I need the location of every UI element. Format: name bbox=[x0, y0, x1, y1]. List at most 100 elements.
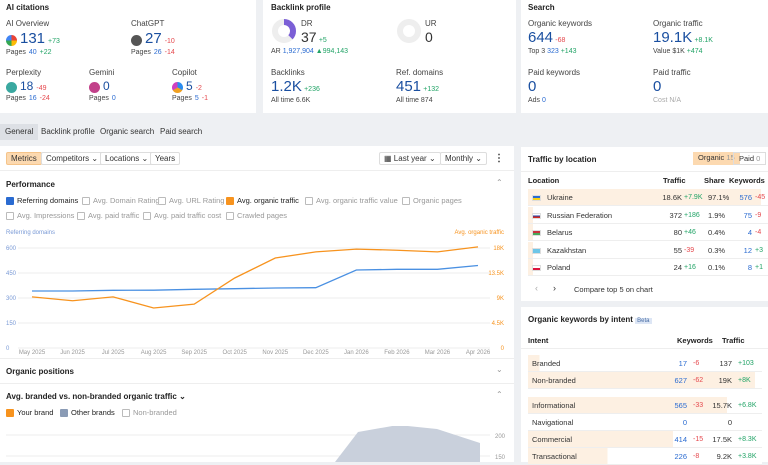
collapse-icon[interactable]: ⌃ bbox=[496, 178, 503, 187]
citation-delta: +73 bbox=[48, 38, 60, 45]
paid-keywords-value[interactable]: 0 bbox=[528, 78, 537, 95]
expand-icon[interactable]: ⌄ bbox=[496, 365, 503, 374]
next-page-icon[interactable]: › bbox=[553, 283, 556, 293]
checkbox[interactable] bbox=[6, 212, 14, 221]
keywords-by-intent-card: Organic keywords by intent Beta Intent K… bbox=[521, 307, 768, 465]
keywords-value: 75 bbox=[743, 210, 752, 220]
ur-label: UR bbox=[425, 19, 437, 28]
brand-option[interactable]: Your brand bbox=[6, 408, 53, 418]
competitors-dropdown[interactable]: Competitors ⌄ bbox=[41, 152, 104, 165]
prev-page-icon[interactable]: ‹ bbox=[535, 283, 538, 293]
location-row[interactable]: Poland 24 +16 0.1% 8 +1 bbox=[528, 259, 768, 276]
organic-traffic-value[interactable]: 19.1K bbox=[653, 29, 693, 46]
intent-keywords-delta: -62 bbox=[693, 377, 704, 384]
calendar-icon: ▦ bbox=[384, 154, 392, 163]
intent-row[interactable]: Transactional 226 -8 9.2K +3.8K bbox=[528, 448, 762, 465]
compare-link[interactable]: Compare top 5 on chart bbox=[574, 285, 653, 294]
metric-option[interactable]: Avg. Impressions bbox=[6, 211, 74, 221]
checkbox[interactable] bbox=[226, 197, 234, 206]
checkbox[interactable] bbox=[122, 409, 130, 418]
citation-source-label: Gemini bbox=[89, 68, 115, 77]
citation-count: 0 bbox=[103, 79, 110, 93]
divider bbox=[0, 170, 514, 171]
ai-citation-gemini[interactable]: Gemini 0 Pages 0 bbox=[89, 68, 169, 102]
checkbox[interactable] bbox=[402, 197, 410, 206]
metric-option[interactable]: Crawled pages bbox=[226, 211, 287, 221]
citation-source-label: ChatGPT bbox=[131, 19, 165, 28]
more-options-icon[interactable]: ⋮ bbox=[494, 153, 504, 164]
years-button[interactable]: Years bbox=[150, 152, 181, 165]
tab-backlink-profile[interactable]: Backlink profile bbox=[41, 127, 95, 136]
checkbox[interactable] bbox=[305, 197, 313, 206]
checkbox[interactable] bbox=[77, 212, 85, 221]
intent-keywords: 414 bbox=[674, 435, 687, 444]
country-name: Ukraine bbox=[547, 193, 573, 202]
checkbox[interactable] bbox=[82, 197, 90, 206]
intent-traffic-delta: +3.8K bbox=[738, 453, 757, 460]
traffic-value: 55 bbox=[673, 245, 682, 255]
intent-keywords-delta: -33 bbox=[693, 402, 704, 409]
paid-traffic-value[interactable]: 0 bbox=[653, 78, 662, 95]
intent-keywords-delta: -6 bbox=[693, 360, 700, 367]
intent-row[interactable]: Non-branded 627 -62 19K +8K bbox=[528, 372, 762, 389]
metric-option[interactable]: Avg. organic traffic value bbox=[305, 196, 398, 206]
metric-option[interactable]: Avg. URL Rating bbox=[158, 196, 224, 206]
country-name: Russian Federation bbox=[547, 210, 613, 220]
metric-option[interactable]: Avg. Domain Rating bbox=[82, 196, 160, 206]
interval-dropdown[interactable]: Monthly ⌄ bbox=[440, 152, 487, 165]
checkbox[interactable] bbox=[143, 212, 151, 221]
locations-dropdown[interactable]: Locations ⌄ bbox=[100, 152, 154, 165]
chevron-down-icon: ⌄ bbox=[428, 154, 436, 163]
x-tick: Jan 2026 bbox=[344, 350, 369, 356]
metrics-button[interactable]: Metrics bbox=[6, 152, 42, 165]
series-line-referring-domains bbox=[32, 264, 479, 292]
checkbox[interactable] bbox=[158, 197, 166, 206]
metric-option[interactable]: Referring domains bbox=[6, 196, 78, 206]
ai-citation-chatgpt[interactable]: ChatGPT 27 -10 Pages 26 -14 bbox=[131, 19, 211, 56]
checkbox[interactable] bbox=[60, 409, 68, 418]
tab-organic-search[interactable]: Organic search bbox=[100, 127, 155, 136]
intent-row[interactable]: Branded 17 -6 137 +103 bbox=[528, 355, 762, 372]
location-row[interactable]: Russian Federation 372 +186 1.9% 75 -9 bbox=[528, 206, 768, 224]
location-row[interactable]: Ukraine 18.6K +7.9K 97.1% 576 -45 bbox=[528, 189, 768, 206]
citation-count: 131 bbox=[20, 30, 46, 47]
checkbox[interactable] bbox=[6, 409, 14, 418]
left-tick: 600 bbox=[6, 246, 17, 252]
ai-citation-copilot[interactable]: Copilot 5 -2 Pages 5 -1 bbox=[172, 68, 252, 102]
keywords-delta: -4 bbox=[755, 229, 762, 236]
refdomains-alltime: 874 bbox=[420, 97, 433, 104]
tab-general[interactable]: General bbox=[0, 124, 39, 140]
checkbox[interactable] bbox=[6, 197, 14, 206]
checkbox[interactable] bbox=[226, 212, 234, 221]
metric-option[interactable]: Avg. paid traffic bbox=[77, 211, 139, 221]
organic-keywords-label: Organic keywords bbox=[528, 19, 593, 28]
traffic-by-location-title: Traffic by location bbox=[528, 155, 597, 164]
backlinks-delta: +236 bbox=[304, 86, 320, 93]
value-label: Value bbox=[653, 48, 671, 55]
intent-row[interactable]: Informational 565 -33 15.7K +6.8K bbox=[528, 397, 762, 414]
ai-citation-perplexity[interactable]: Perplexity 18 -49 Pages 16 -24 bbox=[6, 68, 86, 102]
keywords-delta: +1 bbox=[755, 264, 763, 271]
metric-option[interactable]: Organic pages bbox=[402, 196, 462, 206]
organic-positions-title[interactable]: Organic positions bbox=[6, 367, 75, 376]
branded-title[interactable]: Avg. branded vs. non-branded organic tra… bbox=[6, 392, 186, 401]
organic-keywords-value[interactable]: 644 bbox=[528, 29, 554, 46]
backlinks-value[interactable]: 1.2K bbox=[271, 78, 302, 95]
period-dropdown[interactable]: ▦ Last year ⌄ bbox=[379, 152, 441, 165]
ar-value: 1,927,904 bbox=[282, 48, 314, 55]
collapse-icon[interactable]: ⌃ bbox=[496, 390, 503, 399]
brand-option[interactable]: Other brands bbox=[60, 408, 115, 418]
location-row[interactable]: Belarus 80 +46 0.4% 4 -4 bbox=[528, 224, 768, 241]
ai-citation-ai-overview[interactable]: AI Overview 131 +73 Pages 40 +22 bbox=[6, 19, 86, 56]
metric-option[interactable]: Avg. paid traffic cost bbox=[143, 211, 221, 221]
intent-row[interactable]: Commercial 414 -15 17.5K +8.3K bbox=[528, 431, 762, 448]
organic-toggle[interactable]: Organic 15 bbox=[693, 152, 740, 165]
location-row[interactable]: Kazakhstan 55 -39 0.3% 12 +3 bbox=[528, 241, 768, 259]
refdomains-value[interactable]: 451 bbox=[396, 78, 422, 95]
paid-toggle[interactable]: Paid 0 bbox=[733, 152, 767, 165]
metric-option[interactable]: Avg. organic traffic bbox=[226, 196, 299, 206]
cost-value: N/A bbox=[669, 97, 682, 104]
brand-option[interactable]: Non-branded bbox=[122, 408, 177, 418]
tab-paid-search[interactable]: Paid search bbox=[160, 127, 203, 136]
intent-row[interactable]: Navigational 0 0 bbox=[528, 414, 762, 431]
